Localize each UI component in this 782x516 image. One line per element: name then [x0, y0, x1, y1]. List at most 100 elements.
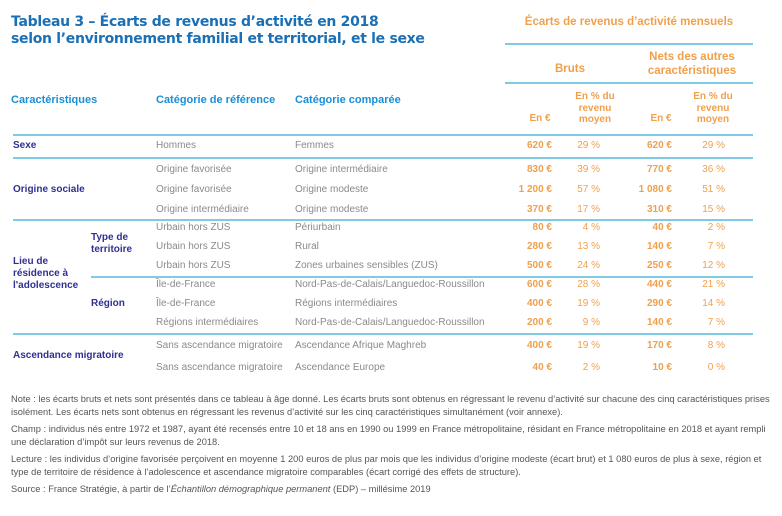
compared-category: Régions intermédiaires	[295, 298, 398, 309]
net-pct-value: 7 %	[707, 317, 725, 328]
row-divider	[13, 333, 753, 335]
header-pct-line: En % du	[575, 91, 615, 102]
compared-category: Périurbain	[295, 222, 341, 233]
table-title: Tableau 3 – Écarts de revenus d’activité…	[11, 14, 425, 48]
source-text: Source : France Stratégie, à partir de l…	[11, 483, 771, 496]
group-lieu-residence: Lieu de résidence à l'adolescence	[13, 256, 78, 292]
net-euro-value: 440 €	[646, 279, 672, 290]
net-euro-value: 10 €	[652, 362, 672, 373]
brut-euro-value: 80 €	[532, 222, 552, 233]
net-pct-value: 12 %	[702, 260, 725, 271]
net-euro-value: 620 €	[646, 140, 672, 151]
group-ascendance: Ascendance migratoire	[13, 350, 124, 361]
net-pct-value: 36 %	[702, 164, 725, 175]
compared-category: Origine modeste	[295, 204, 369, 215]
header-pct-line: moyen	[696, 114, 730, 125]
lecture-text: Lecture : les individus d’origine favori…	[11, 454, 762, 477]
brut-pct-value: 29 %	[577, 140, 600, 151]
reference-category: Origine favorisée	[156, 164, 232, 175]
reference-category: Origine intermédiaire	[156, 204, 249, 215]
group-sexe: Sexe	[13, 140, 37, 151]
brut-pct-value: 39 %	[577, 164, 600, 175]
column-header-reference: Catégorie de référence	[156, 94, 276, 106]
brut-pct-value: 19 %	[577, 340, 600, 351]
table-title-line1: Tableau 3 – Écarts de revenus d’activité…	[11, 14, 379, 30]
group-lieu-line: résidence à	[13, 268, 69, 279]
net-euro-value: 140 €	[646, 317, 672, 328]
group-lieu-line: l'adolescence	[13, 280, 79, 291]
brut-euro-value: 280 €	[526, 241, 552, 252]
subgroup-type-line: Type de	[91, 232, 129, 243]
brut-euro-value: 830 €	[526, 164, 552, 175]
row-divider-inner	[91, 276, 753, 278]
net-pct-value: 29 %	[702, 140, 725, 151]
brut-pct-value: 17 %	[577, 204, 600, 215]
brut-pct-value: 4 %	[582, 222, 600, 233]
header-ecarts-mensuels: Écarts de revenus d’activité mensuels	[524, 16, 734, 28]
footnotes: Note : les écarts bruts et nets sont pré…	[11, 393, 771, 501]
net-euro-value: 40 €	[652, 222, 672, 233]
header-pct-line: revenu	[578, 102, 612, 114]
brut-pct-value: 19 %	[577, 298, 600, 309]
subgroup-type-territoire: Type de territoire	[91, 232, 132, 256]
net-pct-value: 14 %	[702, 298, 725, 309]
net-pct-value: 15 %	[702, 204, 725, 215]
net-pct-value: 7 %	[707, 241, 725, 252]
subgroup-region: Région	[91, 298, 125, 309]
header-net-euro: En €	[650, 113, 672, 124]
header-brut-euro: En €	[529, 113, 551, 124]
reference-category: Sans ascendance migratoire	[156, 340, 283, 351]
reference-category: Urbain hors ZUS	[156, 241, 231, 252]
header-bruts: Bruts	[554, 63, 586, 75]
header-nets: Nets des autres caractéristiques	[630, 50, 754, 78]
compared-category: Rural	[295, 241, 319, 252]
net-pct-value: 0 %	[707, 362, 725, 373]
column-header-comparee: Catégorie comparée	[295, 94, 401, 106]
column-header-caracteristiques: Caractéristiques	[11, 94, 98, 106]
source-prefix: Source : France Stratégie, à partir de l…	[11, 484, 171, 494]
row-divider	[13, 157, 753, 159]
header-nets-line2: caractéristiques	[647, 65, 737, 77]
row-divider	[13, 134, 753, 136]
compared-category: Origine modeste	[295, 184, 369, 195]
net-euro-value: 290 €	[646, 298, 672, 309]
brut-euro-value: 1 200 €	[518, 184, 552, 195]
net-euro-value: 170 €	[646, 340, 672, 351]
brut-euro-value: 620 €	[526, 140, 552, 151]
group-origine-sociale: Origine sociale	[13, 184, 85, 195]
header-pct-line: moyen	[578, 114, 612, 125]
champ-text: Champ : individus nés entre 1972 et 1987…	[11, 424, 766, 447]
reference-category: Hommes	[156, 140, 197, 151]
net-euro-value: 250 €	[646, 260, 672, 271]
header-brut-pct: En % du revenu moyen	[565, 91, 625, 126]
net-euro-value: 770 €	[646, 164, 672, 175]
compared-category: Femmes	[295, 140, 334, 151]
subgroup-type-line: territoire	[91, 244, 133, 255]
net-euro-value: 310 €	[646, 204, 672, 215]
compared-category: Nord-Pas-de-Calais/Languedoc-Roussillon	[295, 279, 485, 290]
source-suffix: (EDP) – millésime 2019	[330, 484, 431, 494]
header-divider	[505, 43, 753, 45]
compared-category: Nord-Pas-de-Calais/Languedoc-Roussillon	[295, 317, 485, 328]
brut-euro-value: 500 €	[526, 260, 552, 271]
brut-euro-value: 40 €	[532, 362, 552, 373]
row-divider	[13, 219, 753, 221]
table-title-line2: selon l’environnement familial et territ…	[11, 31, 425, 47]
brut-pct-value: 24 %	[577, 260, 600, 271]
reference-category: Urbain hors ZUS	[156, 222, 231, 233]
brut-pct-value: 2 %	[582, 362, 600, 373]
compared-category: Ascendance Afrique Maghreb	[295, 340, 427, 351]
net-pct-value: 51 %	[702, 184, 725, 195]
brut-euro-value: 370 €	[526, 204, 552, 215]
header-pct-line: revenu	[696, 102, 730, 114]
net-euro-value: 1 080 €	[638, 184, 672, 195]
brut-pct-value: 13 %	[577, 241, 600, 252]
note-text: Note : les écarts bruts et nets sont pré…	[11, 394, 770, 417]
brut-euro-value: 400 €	[526, 340, 552, 351]
brut-euro-value: 200 €	[526, 317, 552, 328]
brut-pct-value: 28 %	[577, 279, 600, 290]
group-lieu-line: Lieu de	[13, 256, 49, 267]
header-nets-line1: Nets des autres	[649, 51, 735, 63]
brut-euro-value: 400 €	[526, 298, 552, 309]
reference-category: Île-de-France	[156, 279, 216, 290]
